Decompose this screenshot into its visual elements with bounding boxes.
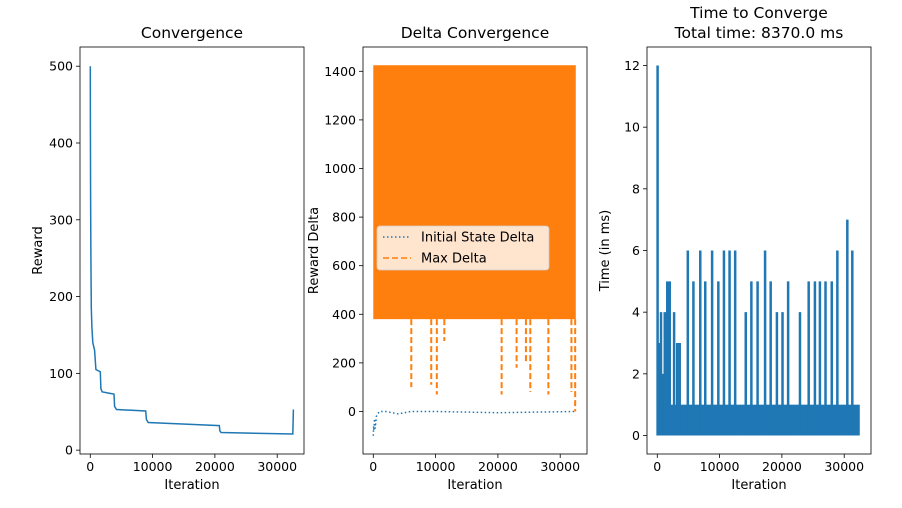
y-tick-label: 12 [624,58,640,73]
y-tick-label: 1000 [324,161,356,176]
y-tick-label: 400 [49,135,73,150]
y-tick-label: 200 [49,289,73,304]
axes-frame [362,46,588,455]
chart-subtitle: Total time: 8370.0 ms [674,24,844,42]
x-tick-label: 10000 [700,459,740,474]
y-tick-label: 10 [624,120,640,135]
legend-label: Max Delta [421,252,487,267]
chart-panel-delta-convergence: 0 10000 20000 30000 0 200 400 600 800 1000 1200 140… [307,24,588,493]
y-tick-label: 200 [332,355,356,370]
x-axis-label: Iteration [164,478,219,493]
legend-box [376,225,550,271]
plot-area [372,65,577,436]
chart-panel-time-to-converge: 0 10000 20000 30000 0 2 4 6 8 10 12 Iteration Time (… [598,4,872,493]
y-axis-label: Reward Delta [307,207,322,294]
x-tick-label: 20000 [762,459,802,474]
x-tick-label: 0 [86,459,94,474]
x-tick-label: 20000 [478,459,518,474]
series-line-0 [89,66,295,435]
y-tick-label: 600 [332,258,356,273]
x-tick-label: 30000 [540,459,580,474]
y-tick-label: 0 [348,404,356,419]
y-tick-label: 0 [65,443,73,458]
x-tick-label: 30000 [824,459,864,474]
y-tick-label: 4 [632,305,640,320]
x-axis-label: Iteration [731,478,786,493]
y-tick-label: 0 [632,428,640,443]
y-tick-label: 500 [49,59,73,74]
plot-area [656,65,860,436]
x-tick-label: 20000 [195,459,235,474]
y-tick-label: 1400 [324,64,356,79]
chart-panel-convergence: 0 10000 20000 30000 0 100 200 300 400 500 Iteratio… [31,24,305,493]
x-tick-label: 0 [369,459,377,474]
y-axis-label: Reward [31,226,46,274]
y-axis-label: Time (in ms) [598,210,613,293]
series-line-initial-state-delta [372,410,576,436]
y-tick-label: 400 [332,307,356,322]
x-tick-label: 30000 [257,459,297,474]
y-tick-label: 2 [632,366,640,381]
x-axis-label: Iteration [447,478,502,493]
chart-title: Convergence [141,24,243,42]
legend-label: Initial State Delta [421,231,534,246]
y-tick-label: 100 [49,366,73,381]
axes-frame [79,46,305,455]
y-tick-label: 300 [49,212,73,227]
x-tick-label: 0 [653,459,661,474]
y-tick-label: 800 [332,210,356,225]
y-tick-label: 8 [632,181,640,196]
chart-title: Time to Converge [689,4,828,22]
chart-title: Delta Convergence [401,24,549,42]
y-tick-label: 6 [632,243,640,258]
plot-area [89,66,295,435]
series-line-max-delta-band [373,65,576,320]
x-tick-label: 10000 [416,459,456,474]
y-tick-label: 1200 [324,112,356,127]
x-tick-label: 10000 [133,459,173,474]
